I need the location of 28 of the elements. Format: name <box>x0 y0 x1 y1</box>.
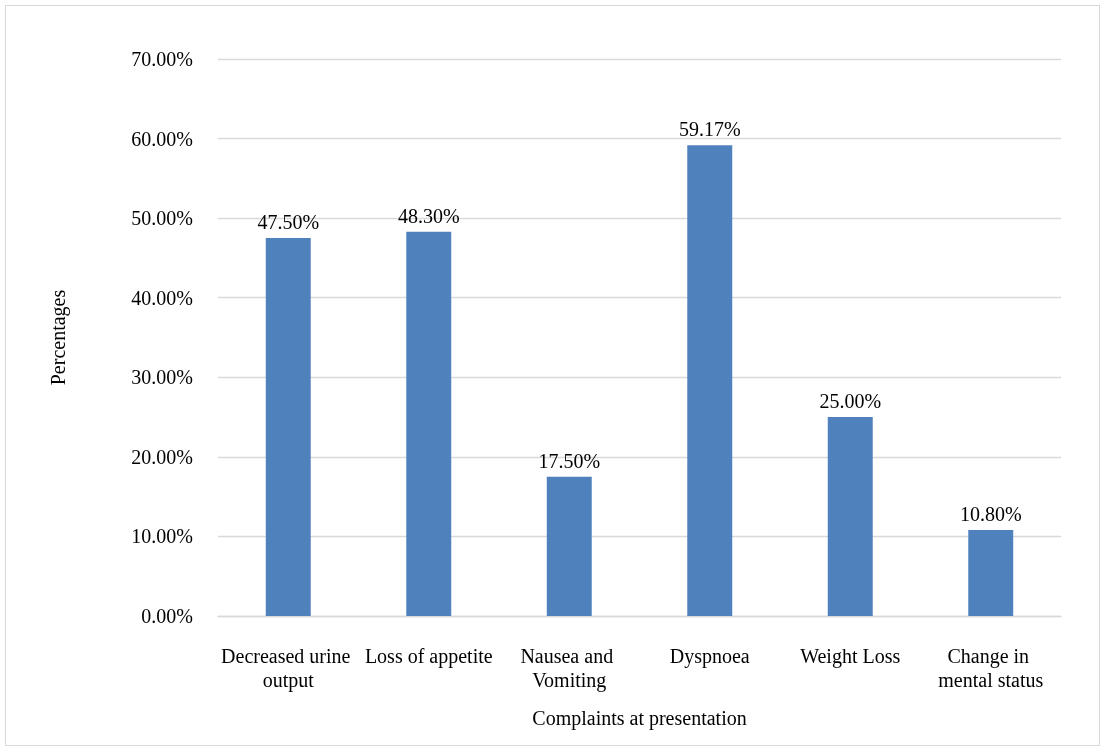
y-tick-label: 50.00% <box>131 207 193 230</box>
data-label: 25.00% <box>819 390 882 413</box>
y-axis-title: Percentages <box>47 289 70 386</box>
x-tick-label: Change in mental status <box>938 645 1044 691</box>
data-label: 48.30% <box>397 204 460 227</box>
y-tick-label: 40.00% <box>131 286 193 309</box>
y-tick-label: 10.00% <box>131 525 193 548</box>
bar <box>546 476 592 616</box>
y-tick-label: 30.00% <box>131 366 193 389</box>
x-tick-label: Dyspnoea <box>669 645 750 668</box>
data-label: 47.50% <box>257 211 320 234</box>
bar <box>968 530 1014 616</box>
data-label: 10.80% <box>959 503 1022 526</box>
data-label: 17.50% <box>538 449 601 472</box>
data-label: 59.17% <box>678 118 741 141</box>
x-tick-label: Weight Loss <box>800 645 901 668</box>
x-axis-title: Complaints at presentation <box>532 707 747 730</box>
x-tick-label: Loss of appetite <box>364 645 493 668</box>
bar <box>265 238 311 616</box>
y-tick-label: 20.00% <box>131 445 193 468</box>
x-tick-label: Nausea and Vomiting <box>520 645 619 692</box>
x-tick-label: Decreased urine output <box>221 645 356 692</box>
y-tick-label: 0.00% <box>141 605 193 627</box>
bar <box>827 417 873 616</box>
bar <box>687 145 733 616</box>
y-tick-label: 60.00% <box>131 127 193 150</box>
bar <box>406 231 452 616</box>
y-tick-label: 70.00% <box>131 48 193 70</box>
